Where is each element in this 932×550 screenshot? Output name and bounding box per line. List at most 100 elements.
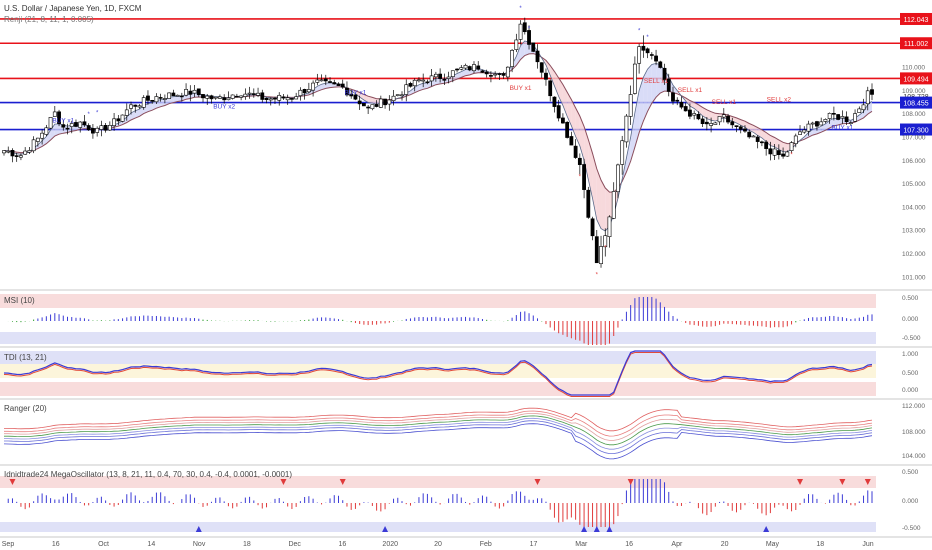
candle-body: [505, 66, 510, 78]
mega-buy-marker-3: [593, 526, 600, 532]
candle-body: [175, 94, 180, 97]
mega-buy-marker-2: [581, 526, 588, 532]
ma-band-segment: [630, 112, 635, 161]
candle-body: [569, 136, 574, 146]
ma-band-segment: [147, 102, 153, 112]
pane-0-tick-1: 0.000: [902, 316, 919, 323]
time-label-11: 17: [530, 541, 538, 548]
candle-body: [319, 79, 324, 82]
signal-marker-7: *: [596, 273, 599, 279]
mega-sell-marker-1: [280, 479, 287, 485]
level-label-0: 112.043: [904, 17, 929, 24]
candle-body: [489, 75, 493, 77]
ma-band-segment: [435, 78, 441, 85]
ma-band-segment: [545, 60, 551, 76]
candle-body: [306, 89, 311, 93]
ma-band-segment: [520, 40, 525, 60]
ma-band-segment: [152, 100, 157, 111]
candle-body: [412, 79, 417, 87]
candle-body: [251, 93, 256, 95]
candle-body: [158, 97, 163, 99]
time-label-18: Jun: [862, 541, 873, 548]
candle-body: [827, 112, 832, 119]
ma-band-segment: [812, 128, 817, 136]
price-tick-0: 110.000: [902, 65, 925, 72]
candle-body: [848, 122, 853, 124]
candle-body: [764, 141, 769, 149]
mega-buy-marker-4: [606, 526, 613, 532]
symbol-title: U.S. Dollar / Japanese Yen, 1D, FXCM: [4, 4, 142, 13]
candle-body: [65, 127, 70, 130]
candle-body: [234, 95, 239, 98]
candle-body: [209, 95, 214, 100]
candle-body: [213, 96, 218, 99]
candle-body: [594, 236, 599, 264]
ranger-band-2: [4, 413, 873, 441]
mega-sell-marker-4: [627, 479, 634, 485]
candle-body: [527, 30, 531, 45]
candle-body: [129, 104, 133, 109]
candle-body: [616, 164, 620, 193]
signal-label-7: SELL x2: [767, 97, 792, 104]
candle-body: [531, 42, 536, 52]
candle-body: [586, 189, 591, 218]
price-tick-9: 101.000: [902, 274, 926, 281]
candle-body: [649, 54, 654, 56]
ma-band-segment: [554, 71, 559, 97]
mega-buy-marker-5: [763, 526, 770, 532]
candle-body: [844, 116, 849, 123]
time-label-3: 14: [147, 541, 155, 548]
candle-body: [793, 135, 798, 144]
ma-band-segment: [867, 101, 872, 115]
time-label-8: 2020: [382, 541, 398, 548]
ma-band-segment: [418, 83, 424, 91]
candle-body: [683, 106, 688, 112]
candle-body: [510, 50, 514, 67]
candle-body: [637, 46, 642, 64]
mega-sell-marker-5: [797, 479, 804, 485]
signal-marker-1: *: [96, 110, 99, 116]
candle-body: [48, 117, 53, 129]
ma-band-segment: [372, 97, 377, 105]
candle-body: [387, 99, 392, 105]
level-label-1: 111.002: [904, 41, 928, 48]
candle-body: [658, 61, 663, 68]
ma-band-segment: [135, 109, 140, 119]
candle-body: [285, 97, 290, 101]
ma-band-segment: [567, 92, 572, 126]
ma-band-segment: [177, 96, 182, 102]
candle-body: [294, 96, 299, 100]
candle-body: [124, 109, 129, 116]
signal-marker-5: *: [646, 35, 649, 41]
candle-body: [463, 65, 468, 69]
signal-marker-0: *: [88, 112, 91, 118]
candle-body: [302, 89, 307, 94]
candle-body: [692, 113, 697, 116]
msi-pane-title: MSI (10): [4, 296, 35, 305]
candle-body: [772, 148, 777, 156]
candle-body: [628, 94, 633, 117]
candle-body: [476, 65, 481, 70]
candle-body: [61, 124, 66, 128]
candle-body: [107, 125, 112, 131]
time-label-5: 18: [243, 541, 251, 548]
candle-body: [679, 101, 684, 108]
ranger-pane-title: Ranger (20): [4, 404, 47, 413]
candle-body: [514, 39, 519, 50]
candle-body: [336, 83, 341, 86]
candle-body: [836, 114, 841, 120]
candle-body: [497, 73, 502, 75]
candle-body: [522, 22, 527, 33]
candle-body: [857, 108, 862, 113]
candle-body: [230, 94, 235, 99]
pane-2-tick-1: 108.000: [902, 429, 926, 436]
candle-body: [171, 92, 176, 97]
candle-body: [865, 90, 870, 105]
ma-band-segment: [139, 105, 144, 117]
signal-marker-6: *: [579, 175, 582, 181]
ma-band-segment: [54, 123, 60, 136]
candle-body: [146, 95, 150, 101]
candle-body: [450, 70, 455, 77]
candle-body: [383, 98, 387, 106]
time-label-1: 16: [52, 541, 60, 548]
